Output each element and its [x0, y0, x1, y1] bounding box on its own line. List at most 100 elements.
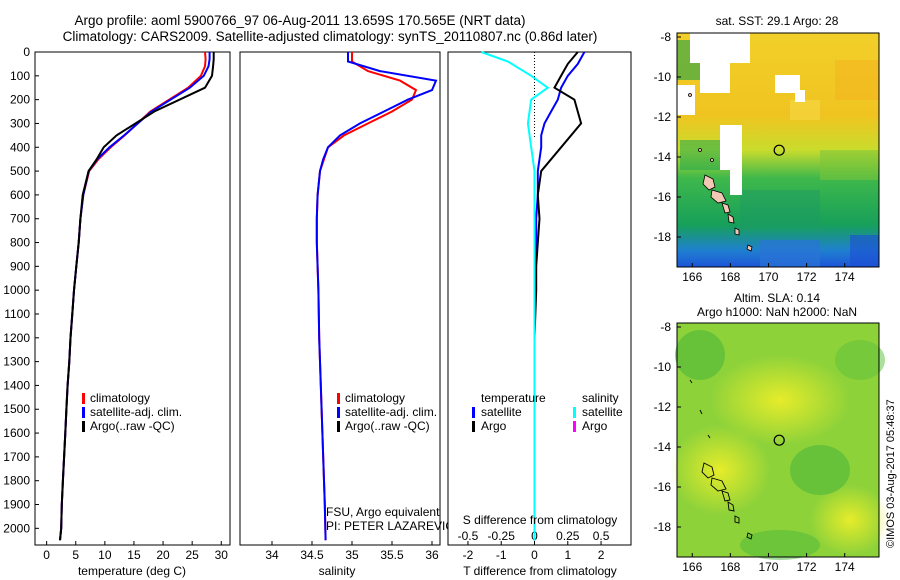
x-tick-label: 30: [215, 548, 229, 562]
x-tick-label: 34.5: [300, 548, 324, 562]
y-tick-label: 800: [10, 236, 30, 250]
legend-swatch-s-satellite: [573, 407, 576, 418]
legend-label-t-argo: Argo: [481, 419, 507, 433]
x-tick-label: 15: [127, 548, 141, 562]
y-tick-label: 700: [10, 212, 30, 226]
legend-label-satellite: satellite-adj. clim.: [90, 405, 182, 419]
difference-legend: temperature salinity satellite Argo sate…: [472, 391, 623, 433]
temperature-x-label: temperature (deg C): [78, 564, 186, 578]
x-tick-label: 35.5: [380, 548, 404, 562]
map-x-tick-label: 170: [758, 270, 778, 284]
legend-label-s-argo: Argo: [582, 419, 608, 433]
y-tick-label: 0: [23, 45, 30, 59]
difference-s-label: S difference from climatology: [463, 513, 618, 527]
x-tick-label: 0: [531, 548, 538, 562]
sla-map-frame: [676, 322, 880, 558]
legend-swatch-satellite: [82, 407, 85, 418]
y-tick-label: 1900: [3, 498, 30, 512]
y-tick-label: 1300: [3, 355, 30, 369]
map-x-tick-label: 174: [835, 560, 855, 574]
salinity-plot-frame: [239, 51, 441, 546]
argo-position-marker: [773, 434, 785, 446]
y-tick-label: 1200: [3, 331, 30, 345]
map-y-tick-label: -16: [654, 480, 672, 494]
salinity-series: [315, 52, 438, 541]
legend-swatch-argo: [82, 421, 85, 432]
difference-x-label: T difference from climatology: [463, 564, 617, 578]
x-tick-label: -1: [496, 548, 507, 562]
x-tick-label: 35: [345, 548, 359, 562]
salinity-x-axis: 34 34.5 35 35.5 36: [265, 541, 439, 562]
annotation-pi: PI: PETER LAZAREVICH: [326, 519, 463, 533]
map-x-tick-label: 174: [835, 270, 855, 284]
legend-label-climatology: climatology: [345, 391, 405, 405]
header-line1: Argo profile: aoml 5900766_97 06-Aug-201…: [74, 13, 525, 28]
difference-series: [480, 51, 586, 541]
sla-texture: [670, 330, 890, 560]
legend-label-argo: Argo(..raw -QC): [90, 419, 175, 433]
legend-swatch-climatology: [337, 393, 340, 404]
y-tick-label: 600: [10, 188, 30, 202]
map-x-tick-label: 168: [720, 270, 740, 284]
x-tick-label: 34: [265, 548, 279, 562]
x-tick-label: 0: [43, 548, 50, 562]
legend-swatch-t-argo: [472, 421, 475, 432]
legend-label-s-satellite: satellite: [582, 405, 623, 419]
sst-axes: 166 168 170 172 174 -8 -10 -12 -14 -16 -18: [654, 30, 855, 284]
y-tick-label: 200: [10, 93, 30, 107]
legend-swatch-climatology: [82, 393, 85, 404]
sla-map-subtitle: Argo h1000: NaN h2000: NaN: [697, 305, 857, 319]
x-tick-label: 25: [185, 548, 199, 562]
legend-swatch-t-satellite: [472, 407, 475, 418]
map-x-tick-label: 166: [682, 560, 702, 574]
s-tick-label: 0.25: [556, 529, 580, 543]
sla-map: Altim. SLA: 0.14 Argo h1000: NaN h2000: …: [654, 291, 890, 574]
argo-position-marker: [773, 144, 785, 156]
y-tick-label: 1000: [3, 283, 30, 297]
series-line-argo---raw--qc-: [59, 52, 215, 541]
legend-label-argo: Argo(..raw -QC): [345, 419, 430, 433]
y-tick-label: 1600: [3, 426, 30, 440]
y-tick-label: 500: [10, 164, 30, 178]
map-x-tick-label: 172: [797, 560, 817, 574]
sla-axes: 166 168 170 172 174 -8 -10 -12 -14 -16 -18: [654, 320, 855, 574]
credit-text: ©IMOS 03-Aug-2017 05:48:37: [885, 399, 897, 548]
temperature-panel: 0100200300400500600700800900100011001200…: [3, 45, 231, 578]
map-x-tick-label: 172: [797, 270, 817, 284]
sst-map-title: sat. SST: 29.1 Argo: 28: [716, 14, 839, 28]
legend-swatch-satellite: [337, 407, 340, 418]
x-tick-label: 5: [72, 548, 79, 562]
legend-label-satellite: satellite-adj. clim.: [345, 405, 437, 419]
salinity-legend: climatology satellite-adj. clim. Argo(..…: [337, 391, 437, 433]
map-y-tick-label: -16: [654, 190, 672, 204]
legend-swatch-s-argo: [573, 421, 576, 432]
sla-map-title: Altim. SLA: 0.14: [734, 291, 820, 305]
x-tick-label: -2: [463, 548, 474, 562]
series-line-satellite: [480, 51, 550, 541]
x-tick-label: 20: [156, 548, 170, 562]
x-tick-label: 10: [98, 548, 112, 562]
x-tick-label: 36: [425, 548, 439, 562]
y-tick-label: 2000: [3, 521, 30, 535]
x-tick-label: 1: [564, 548, 571, 562]
sst-map-frame: [676, 32, 880, 268]
annotation-fsu: FSU, Argo equivalent: [326, 505, 440, 519]
sla-coastlines: [689, 379, 753, 540]
y-tick-label: 300: [10, 116, 30, 130]
y-tick-label: 100: [10, 69, 30, 83]
map-y-tick-label: -14: [654, 150, 672, 164]
sst-missing-data: [677, 33, 805, 195]
salinity-x-label: salinity: [319, 564, 356, 578]
difference-x-axis: -2 -1 0 1 2-0.5 -0.25 0 0.25 0.5: [458, 529, 610, 562]
difference-panel: -2 -1 0 1 2-0.5 -0.25 0 0.25 0.5 T difference fr…: [447, 51, 632, 578]
map-y-tick-label: -18: [654, 230, 672, 244]
temperature-series: [59, 51, 215, 541]
x-tick-label: 2: [598, 548, 605, 562]
legend-label-climatology: climatology: [90, 391, 150, 405]
temperature-legend: climatology satellite-adj. clim. Argo(..…: [82, 391, 182, 433]
map-y-tick-label: -14: [654, 440, 672, 454]
legend-title-salinity: salinity: [582, 391, 619, 405]
map-y-tick-label: -12: [654, 110, 672, 124]
map-y-tick-label: -10: [654, 70, 672, 84]
